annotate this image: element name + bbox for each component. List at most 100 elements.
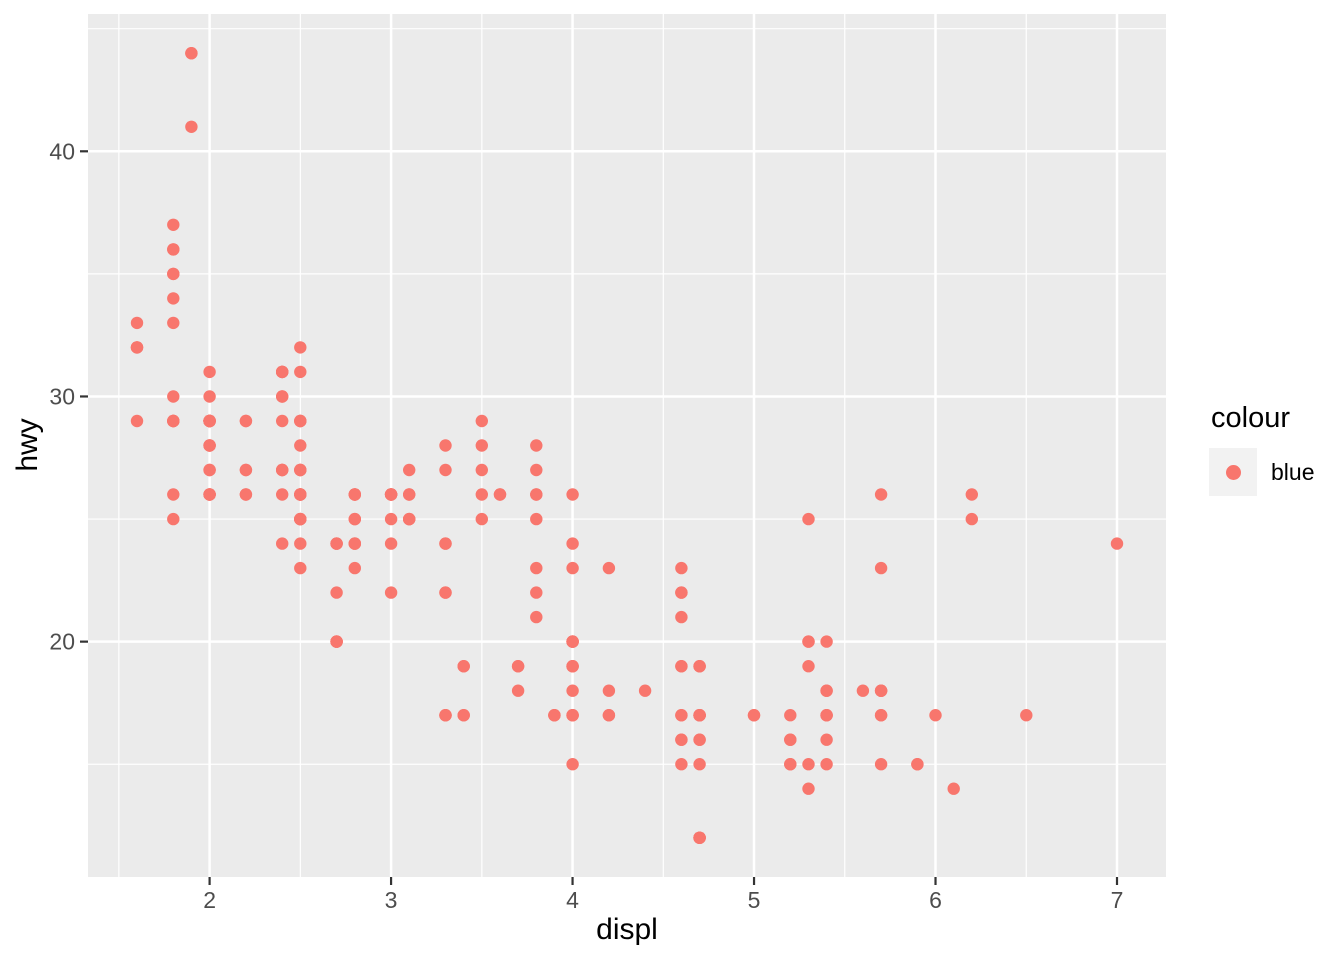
- data-point: [820, 635, 833, 648]
- data-point: [566, 758, 579, 771]
- data-point: [602, 709, 616, 722]
- data-point: [239, 488, 253, 501]
- data-point: [203, 414, 216, 428]
- data-point: [784, 733, 797, 746]
- data-point: [566, 660, 579, 673]
- data-point: [384, 537, 398, 550]
- data-point: [675, 586, 688, 599]
- data-point: [693, 733, 706, 746]
- data-point: [548, 709, 561, 722]
- data-point: [493, 488, 507, 501]
- data-point: [294, 488, 307, 501]
- x-tick-label: 4: [566, 887, 579, 913]
- data-point: [384, 586, 398, 599]
- y-tick-label: 40: [49, 138, 75, 164]
- data-point: [530, 463, 543, 477]
- data-point: [874, 561, 888, 575]
- data-point: [330, 635, 343, 648]
- data-point: [276, 488, 289, 501]
- legend-point-icon: [1225, 464, 1241, 480]
- data-point: [511, 684, 525, 697]
- data-point: [530, 439, 543, 452]
- x-axis-title: displ: [596, 913, 658, 946]
- data-point: [566, 561, 579, 575]
- panel-background: [88, 14, 1166, 877]
- data-point: [530, 586, 543, 599]
- data-point: [929, 709, 942, 722]
- data-point: [167, 316, 180, 330]
- data-point: [239, 463, 253, 477]
- data-point: [294, 512, 307, 526]
- data-point: [475, 439, 488, 452]
- data-point: [638, 684, 652, 697]
- data-point: [820, 684, 833, 697]
- data-point: [530, 512, 543, 526]
- data-point: [294, 365, 307, 379]
- data-point: [167, 390, 180, 403]
- legend-key: [1209, 448, 1257, 496]
- data-point: [348, 512, 361, 526]
- data-point: [203, 488, 216, 501]
- data-point: [675, 610, 688, 624]
- data-point: [675, 561, 688, 575]
- data-point: [130, 414, 144, 428]
- y-axis-title: hwy: [11, 418, 44, 472]
- data-point: [530, 610, 543, 624]
- x-tick-label: 6: [929, 887, 942, 913]
- data-point: [675, 660, 688, 673]
- data-point: [802, 758, 815, 771]
- data-point: [820, 709, 833, 722]
- data-point: [874, 758, 888, 771]
- data-point: [185, 120, 198, 133]
- data-point: [203, 365, 216, 379]
- data-point: [530, 488, 543, 501]
- data-point: [530, 561, 543, 575]
- data-point: [276, 414, 289, 428]
- data-point: [457, 709, 470, 722]
- data-point: [566, 684, 579, 697]
- data-point: [675, 733, 688, 746]
- data-point: [403, 512, 416, 526]
- data-point: [439, 586, 452, 599]
- data-point: [947, 782, 960, 795]
- data-point: [802, 782, 815, 795]
- data-point: [693, 831, 706, 844]
- data-point: [856, 684, 870, 697]
- data-point: [294, 341, 307, 354]
- data-point: [566, 488, 579, 501]
- data-point: [820, 758, 833, 771]
- data-point: [1110, 537, 1124, 550]
- data-point: [294, 463, 307, 477]
- data-point: [384, 488, 398, 501]
- data-point: [276, 390, 289, 403]
- data-point: [439, 439, 452, 452]
- x-tick-label: 7: [1111, 887, 1124, 913]
- data-point: [475, 463, 488, 477]
- data-point: [457, 660, 470, 673]
- data-point: [820, 733, 833, 746]
- data-point: [511, 660, 525, 673]
- data-point: [294, 537, 307, 550]
- data-point: [130, 316, 144, 330]
- data-point: [203, 463, 216, 477]
- data-point: [475, 488, 488, 501]
- data-point: [675, 758, 688, 771]
- data-point: [403, 488, 416, 501]
- data-point: [167, 267, 180, 281]
- x-tick-label: 2: [203, 887, 216, 913]
- data-point: [294, 561, 307, 575]
- y-tick-label: 30: [49, 383, 75, 409]
- data-point: [784, 709, 797, 722]
- data-point: [693, 758, 706, 771]
- data-point: [239, 414, 253, 428]
- data-point: [167, 218, 180, 231]
- data-point: [675, 709, 688, 722]
- data-point: [167, 292, 180, 305]
- data-point: [203, 439, 216, 452]
- data-point: [439, 463, 452, 477]
- data-point: [330, 586, 343, 599]
- data-point: [874, 488, 888, 501]
- data-point: [276, 463, 289, 477]
- x-tick-label: 5: [748, 887, 761, 913]
